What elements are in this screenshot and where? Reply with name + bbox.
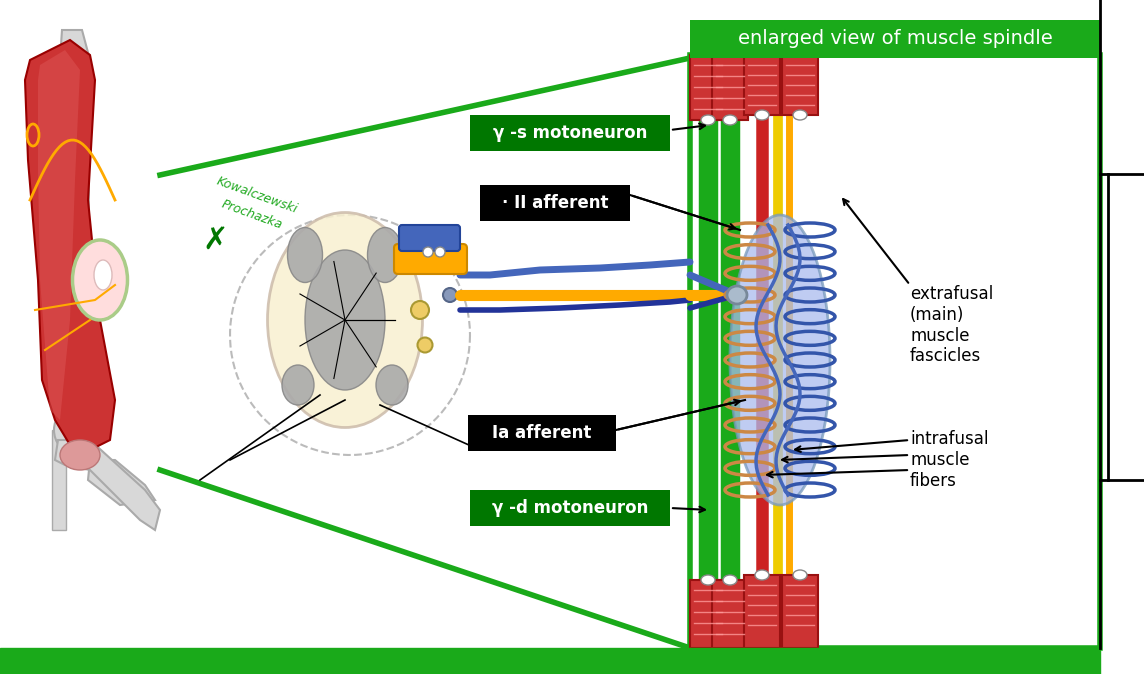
Text: extrafusal
(main)
muscle
fascicles: extrafusal (main) muscle fascicles	[909, 285, 993, 365]
Polygon shape	[25, 40, 116, 450]
FancyBboxPatch shape	[470, 115, 670, 151]
Text: Kowalczewski: Kowalczewski	[215, 175, 300, 216]
Polygon shape	[690, 55, 726, 120]
FancyBboxPatch shape	[470, 490, 670, 526]
Ellipse shape	[701, 115, 715, 125]
Text: enlarged view of muscle spindle: enlarged view of muscle spindle	[738, 30, 1052, 49]
Polygon shape	[744, 575, 780, 648]
FancyBboxPatch shape	[394, 244, 467, 274]
Ellipse shape	[726, 286, 747, 304]
Polygon shape	[58, 30, 92, 430]
Polygon shape	[88, 460, 154, 505]
Ellipse shape	[59, 440, 100, 470]
Ellipse shape	[793, 110, 807, 120]
Ellipse shape	[755, 110, 769, 120]
Polygon shape	[690, 580, 726, 648]
Ellipse shape	[701, 575, 715, 585]
Text: Prochazka: Prochazka	[220, 198, 285, 232]
Text: · II afferent: · II afferent	[502, 194, 609, 212]
Polygon shape	[782, 575, 818, 648]
Bar	[51, 430, 66, 530]
Ellipse shape	[793, 570, 807, 580]
Ellipse shape	[287, 228, 323, 282]
FancyBboxPatch shape	[399, 225, 460, 251]
Text: ✗: ✗	[202, 226, 228, 255]
FancyBboxPatch shape	[690, 20, 1101, 58]
FancyBboxPatch shape	[468, 415, 615, 451]
Ellipse shape	[376, 365, 408, 405]
Ellipse shape	[367, 228, 403, 282]
FancyBboxPatch shape	[480, 185, 630, 221]
Ellipse shape	[723, 115, 737, 125]
Ellipse shape	[418, 338, 432, 353]
Ellipse shape	[268, 212, 422, 427]
Bar	[0, 648, 1101, 674]
Ellipse shape	[94, 260, 112, 290]
Ellipse shape	[305, 250, 386, 390]
Ellipse shape	[730, 215, 831, 505]
Polygon shape	[782, 55, 818, 115]
Ellipse shape	[72, 240, 127, 320]
Bar	[690, 55, 1101, 648]
Ellipse shape	[423, 247, 432, 257]
Polygon shape	[55, 440, 160, 530]
Ellipse shape	[411, 301, 429, 319]
Polygon shape	[38, 50, 80, 420]
Text: γ -d motoneuron: γ -d motoneuron	[492, 499, 649, 517]
Ellipse shape	[435, 247, 445, 257]
Ellipse shape	[755, 570, 769, 580]
Text: Ia afferent: Ia afferent	[492, 424, 591, 442]
Polygon shape	[712, 55, 748, 120]
Text: intrafusal
muscle
fibers: intrafusal muscle fibers	[909, 430, 988, 489]
Ellipse shape	[54, 408, 92, 452]
Ellipse shape	[283, 365, 313, 405]
Polygon shape	[744, 55, 780, 115]
Text: γ -s motoneuron: γ -s motoneuron	[493, 124, 648, 142]
Ellipse shape	[723, 575, 737, 585]
Polygon shape	[712, 580, 748, 648]
Ellipse shape	[443, 288, 456, 302]
